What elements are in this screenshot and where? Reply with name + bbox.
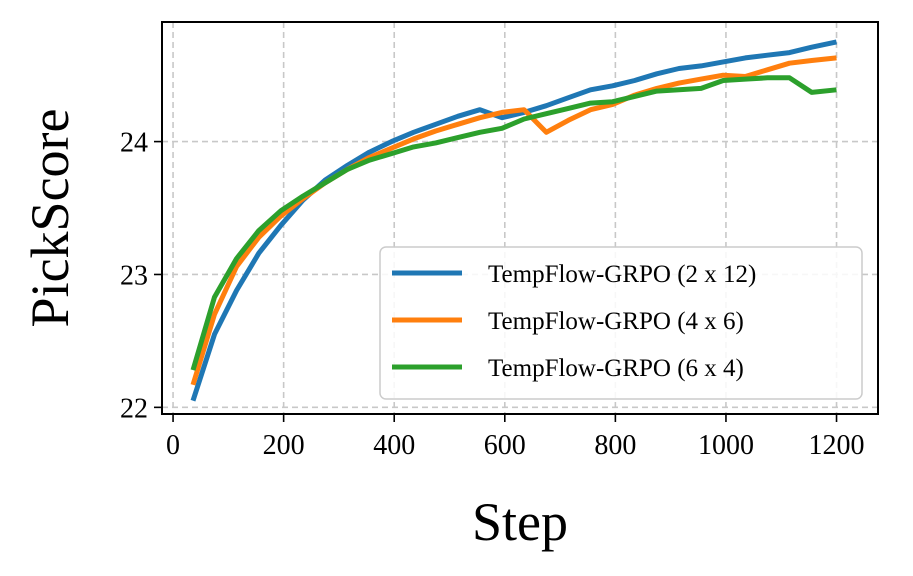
grid	[162, 22, 878, 414]
plot-frame	[161, 21, 879, 415]
series-line-3	[190, 75, 837, 371]
y-axis-title: PickScore	[20, 109, 80, 328]
x-tick-label: 200	[263, 430, 305, 461]
y-tick-label: 22	[120, 393, 148, 424]
y-axis-ticks: 22 23 24	[120, 128, 162, 424]
legend-label-3: TempFlow-GRPO (6 x 4)	[488, 355, 744, 382]
x-tick-label: 1200	[809, 430, 865, 461]
y-tick-label: 24	[120, 128, 148, 159]
legend-label-1: TempFlow-GRPO (2 x 12)	[488, 261, 756, 288]
series-lines	[190, 39, 838, 402]
x-tick-label: 1000	[698, 430, 754, 461]
x-tick-label: 400	[373, 430, 415, 461]
series-line-2	[190, 55, 837, 386]
legend: TempFlow-GRPO (2 x 12) TempFlow-GRPO (4 x…	[379, 246, 863, 400]
x-tick-label: 600	[484, 430, 526, 461]
x-axis-ticks: 0 200 400 600 800 1000 1200	[166, 414, 865, 461]
x-tick-label: 800	[594, 430, 636, 461]
legend-label-2: TempFlow-GRPO (4 x 6)	[488, 308, 744, 335]
y-tick-label: 23	[120, 260, 148, 291]
x-axis-title: Step	[472, 492, 568, 552]
legend-box	[379, 246, 863, 400]
x-tick-label: 0	[166, 430, 180, 461]
